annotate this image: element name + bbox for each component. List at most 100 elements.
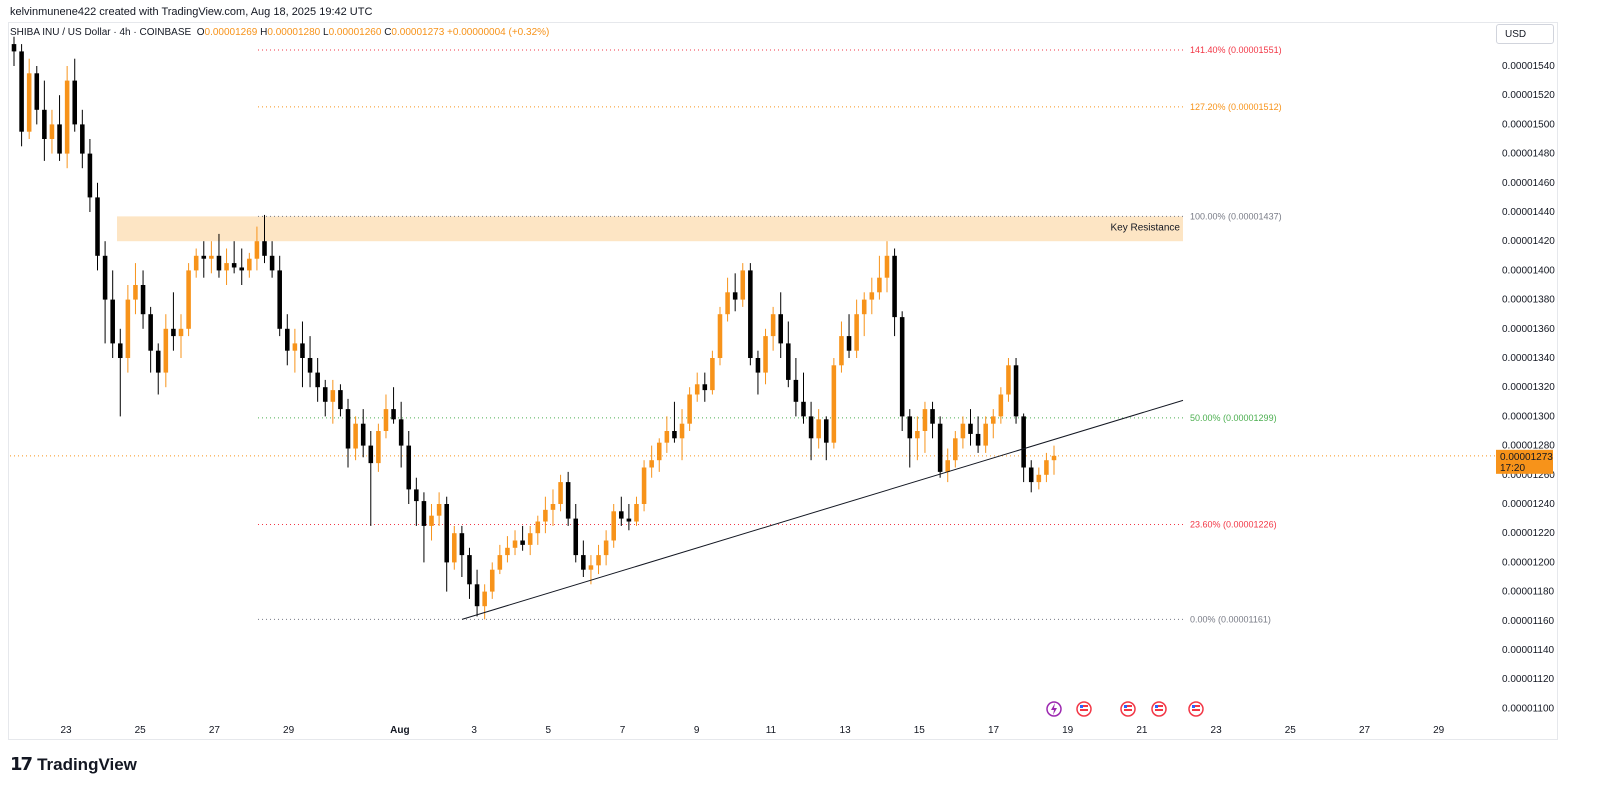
candle-body	[619, 511, 624, 519]
high-label: H	[260, 27, 268, 38]
candle-body	[368, 445, 374, 464]
candle	[505, 536, 510, 563]
candle-body	[216, 255, 222, 271]
candle-body	[87, 153, 93, 198]
candle-body	[171, 328, 176, 337]
candle	[391, 387, 396, 424]
x-tick-label: 29	[1433, 725, 1445, 736]
candle	[482, 584, 487, 620]
candle	[26, 58, 32, 139]
candle	[861, 292, 867, 337]
candle-body	[307, 358, 313, 373]
candle-body	[353, 423, 358, 449]
candle-body	[459, 533, 465, 556]
candle-body	[452, 533, 457, 563]
candle	[854, 299, 859, 358]
candle	[1028, 460, 1034, 493]
candle	[247, 252, 252, 278]
y-tick-label: 0.00001300	[1502, 411, 1555, 422]
candle	[831, 358, 837, 449]
candle-body	[983, 423, 988, 446]
open-value: 0.00001269	[204, 27, 258, 38]
candle-body	[869, 292, 875, 300]
candle-body	[11, 44, 17, 52]
candle	[406, 431, 412, 504]
candle-body	[634, 504, 639, 522]
candle-body	[717, 314, 723, 358]
candle-body	[626, 518, 632, 522]
candle	[489, 562, 495, 599]
high-value: 0.00001280	[267, 27, 321, 38]
candle-body	[330, 390, 336, 402]
candle-body	[110, 299, 115, 344]
y-tick-label: 0.00001240	[1502, 499, 1555, 510]
candle-body	[239, 267, 245, 271]
chart-attribution: kelvinmunene422 created with TradingView…	[10, 6, 373, 18]
candle	[42, 80, 47, 161]
y-tick-label: 0.00001500	[1502, 119, 1555, 130]
candle	[201, 241, 207, 278]
candle-body	[975, 433, 981, 446]
candle	[102, 241, 108, 344]
candle	[474, 569, 480, 617]
candle	[315, 358, 320, 402]
candle	[907, 409, 913, 468]
y-tick-label: 0.00001420	[1502, 236, 1555, 247]
candle	[808, 401, 814, 461]
candle-body	[254, 241, 260, 259]
x-tick-label: 25	[135, 725, 147, 736]
candle-body	[315, 372, 320, 388]
candle	[565, 471, 571, 526]
candle-body	[300, 343, 305, 358]
candle	[429, 504, 434, 541]
lightning-event-icon	[1046, 701, 1062, 717]
flag-stripe	[1192, 709, 1200, 711]
fib-label-1: 127.20% (0.00001512)	[1190, 102, 1282, 112]
candle-body	[801, 401, 806, 417]
candle-body	[34, 73, 40, 110]
candle-body	[786, 343, 791, 380]
candle	[118, 328, 123, 417]
currency-button[interactable]: USD	[1496, 24, 1554, 44]
tradingview-logo-icon: 17	[10, 754, 33, 775]
candle	[717, 306, 723, 366]
candle-body	[793, 379, 799, 402]
candle	[922, 401, 928, 453]
candle-body	[42, 109, 47, 139]
fib-label-4: 23.60% (0.00001226)	[1190, 519, 1277, 529]
candle-body	[732, 292, 738, 300]
candle	[285, 314, 290, 366]
candle-body	[482, 591, 487, 607]
last-price-value: 0.00001273	[1500, 452, 1553, 463]
candle	[34, 66, 40, 125]
candle	[1021, 413, 1026, 483]
candle	[87, 139, 93, 212]
flag-stripe	[1192, 705, 1200, 707]
symbol-name[interactable]: SHIBA INU / US Dollar · 4h · COINBASE	[10, 27, 192, 38]
candle	[937, 416, 943, 478]
flag-stripe	[1124, 709, 1132, 711]
candle	[619, 496, 624, 526]
candle	[543, 496, 548, 534]
candle-body	[209, 255, 214, 259]
chart-frame[interactable]	[8, 22, 1558, 740]
lightning-bolt	[1051, 703, 1057, 715]
candle	[1013, 358, 1019, 424]
candle	[414, 477, 419, 526]
y-tick-label: 0.00001120	[1502, 674, 1555, 685]
trendline	[461, 399, 1184, 620]
candle-body	[694, 384, 700, 395]
candle-body	[672, 431, 677, 439]
candle	[140, 270, 146, 329]
candle	[801, 372, 806, 424]
candle	[80, 109, 85, 169]
candle-body	[520, 540, 525, 545]
candle-body	[899, 317, 905, 417]
tradingview-logo[interactable]: 17 TradingView	[10, 754, 137, 775]
candle-body	[611, 511, 616, 541]
candle	[254, 226, 260, 271]
candle	[664, 416, 670, 453]
candle-body	[345, 409, 351, 449]
candle-body	[247, 258, 252, 271]
